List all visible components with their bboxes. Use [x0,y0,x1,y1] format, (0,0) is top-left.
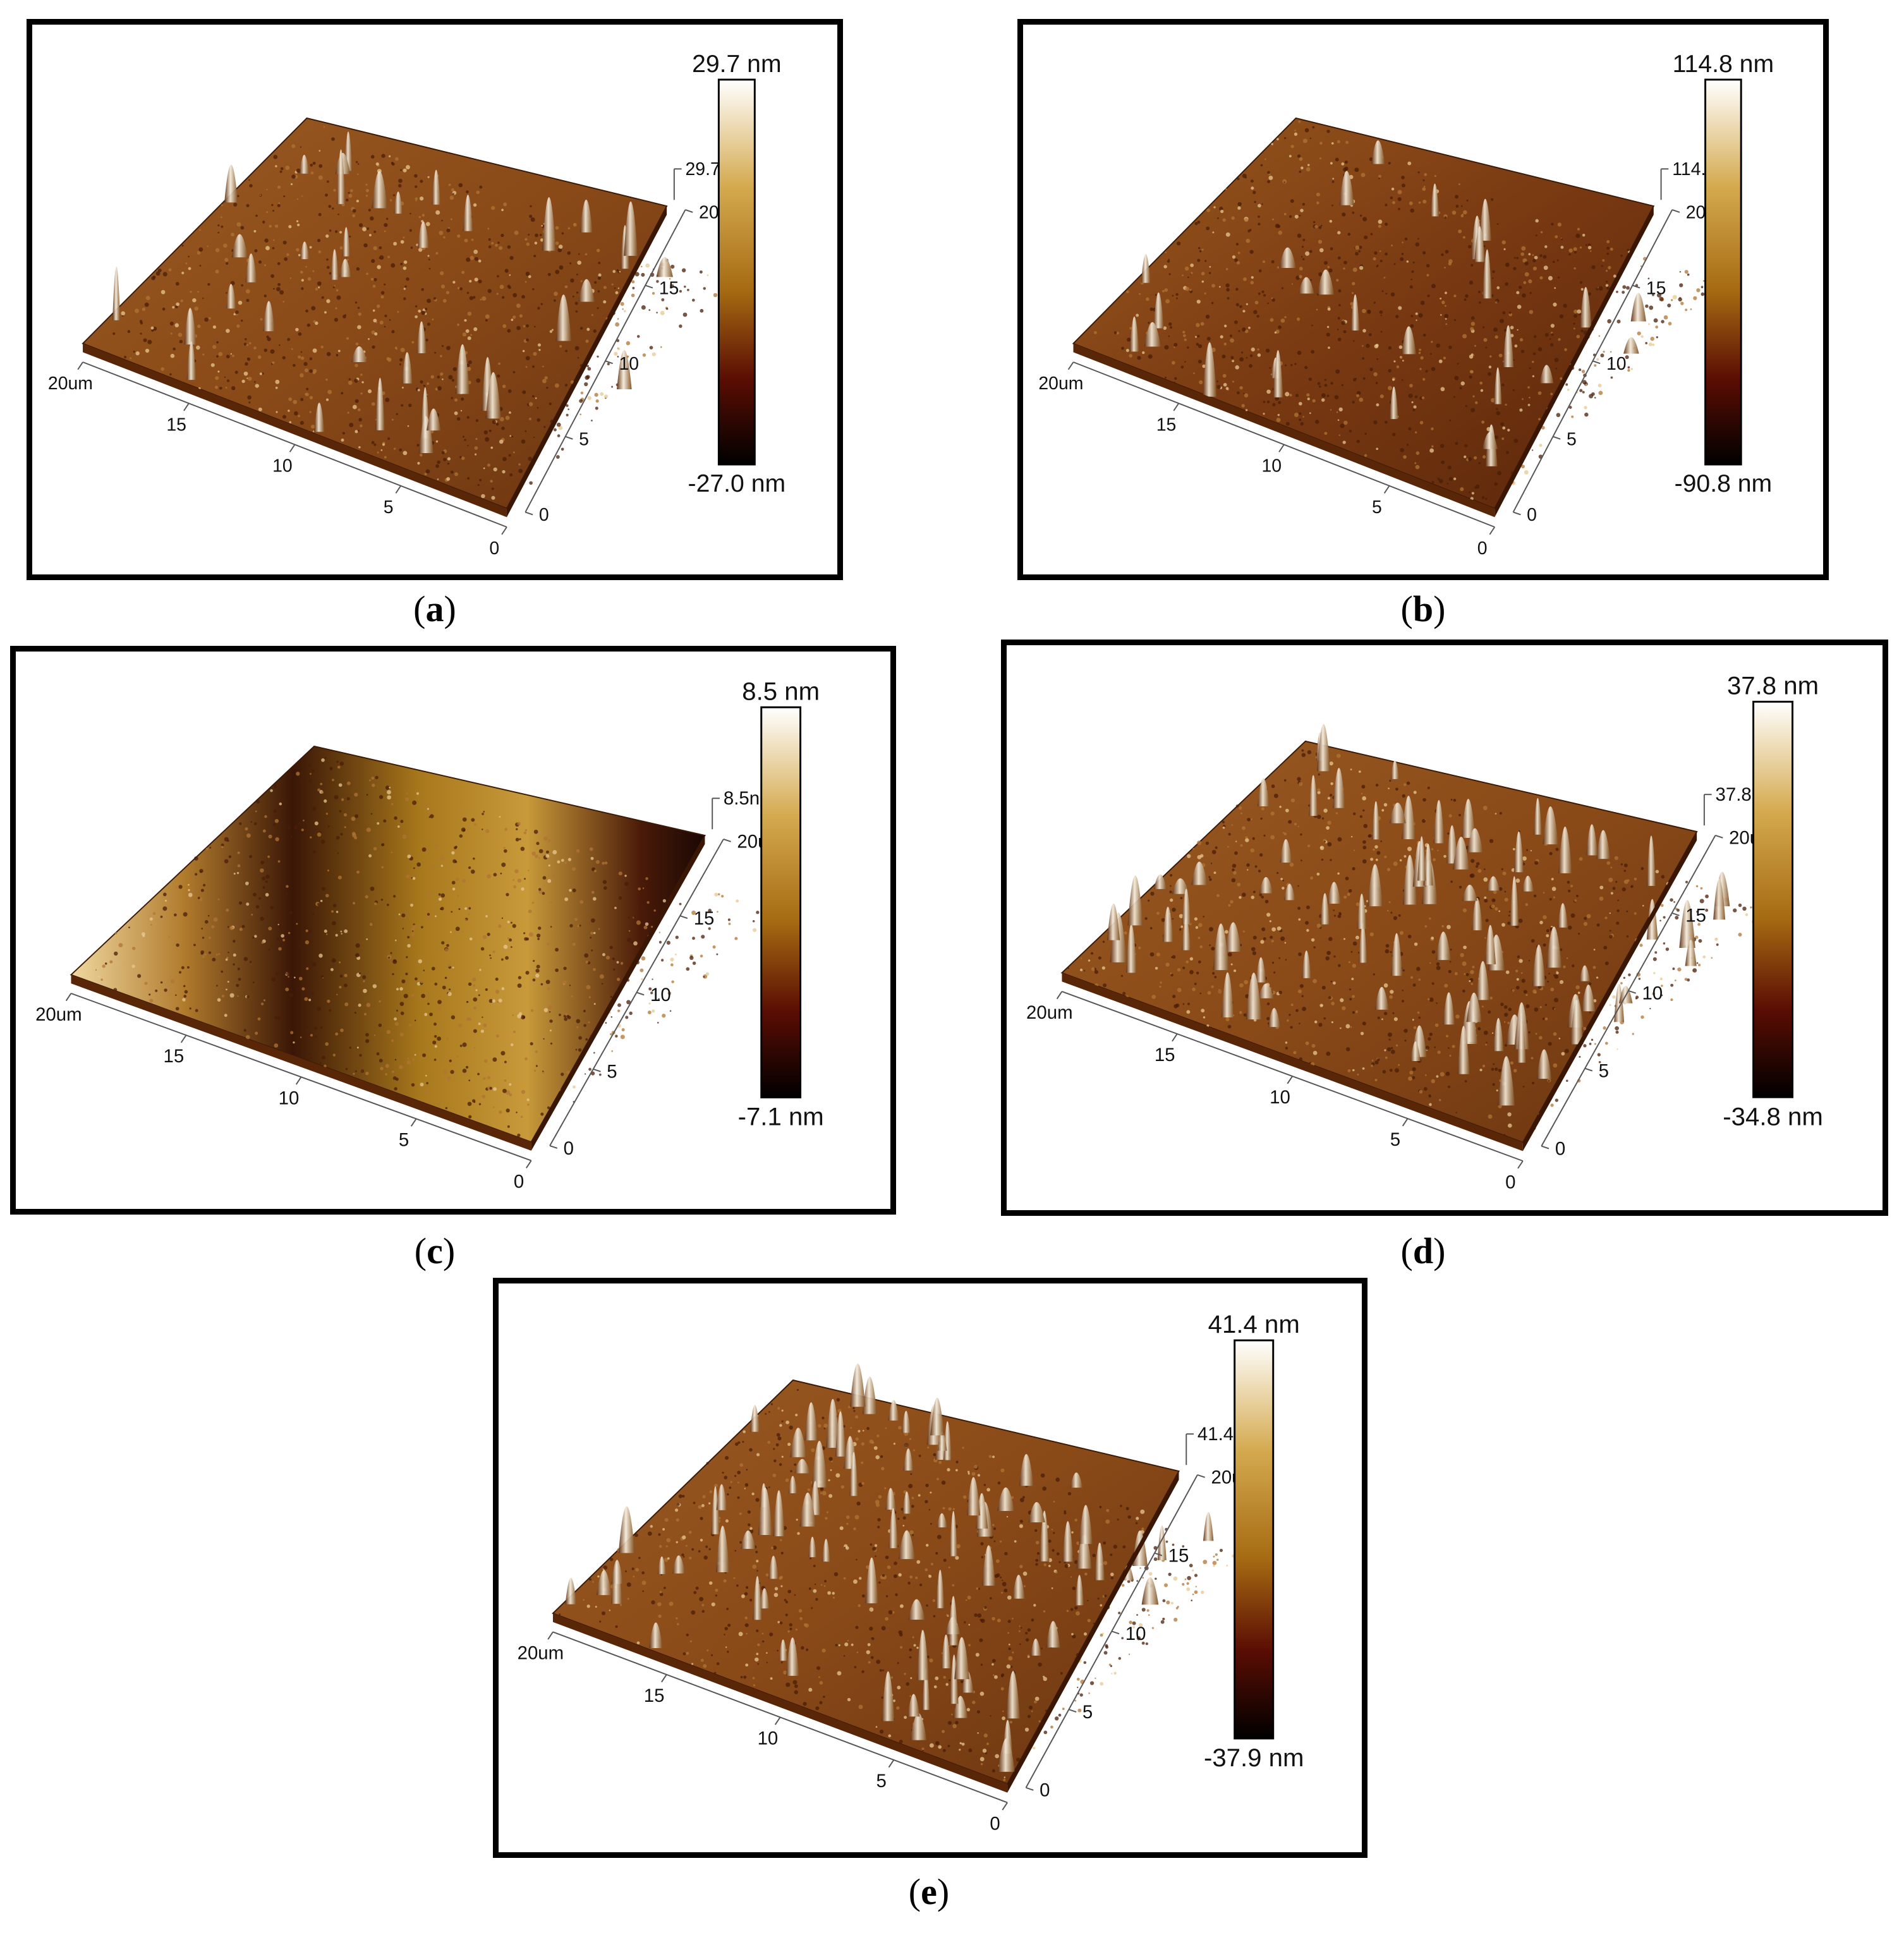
afm-panel-b: 20um15105005101520um114.8nm114.8 nm-90.8… [1017,19,1829,580]
x-axis-tick-label: 10 [272,456,293,476]
x-axis-tick-label: 10 [279,1088,300,1108]
colorbar [717,78,756,466]
x-axis-tick-label: 10 [1261,456,1282,476]
y-axis-tick-label: 5 [1567,430,1577,450]
x-axis-tick-label: 20um [1038,373,1083,394]
x-axis-tick-label: 20um [48,373,93,394]
y-axis-tick-label: 0 [539,505,549,525]
colorbar-max-label: 37.8 nm [1727,672,1819,700]
y-axis-tick-label: 15 [1685,906,1706,926]
x-axis-tick-label: 15 [1156,415,1177,435]
colorbar [1752,700,1793,1098]
y-axis-tick-label: 10 [1642,983,1663,1004]
x-axis-tick-label: 0 [1505,1172,1515,1192]
y-axis-tick-label: 0 [564,1138,574,1159]
caption-a: (a) [413,588,456,629]
afm-panel-c: 20um 15 10 5 0 0 5 10 15 20um 8.5nm 8.5 nm -7.1 nm [10,646,896,1215]
x-axis-tick-label: 5 [1390,1129,1400,1150]
surface-peaks [112,131,673,453]
x-axis-tick-label: 5 [1372,497,1382,518]
x-axis-tick-label: 10 [758,1728,779,1749]
colorbar-min-label: -27.0 nm [688,470,786,497]
x-axis-tick-label: 20um [518,1643,564,1664]
colorbar-min-label: -34.8 nm [1723,1102,1823,1131]
y-axis-tick-label: 10 [650,985,671,1005]
y-axis-tick-label: 5 [607,1061,617,1082]
x-axis-tick-label: 20um [1026,1002,1073,1023]
colorbar-max-label: 41.4 nm [1208,1310,1300,1338]
colorbar-max-label: 8.5 nm [742,677,820,705]
x-axis-tick-label: 10 [1270,1087,1290,1108]
afm-surface-b: 20um15105005101520um114.8nm114.8 nm-90.8… [1038,51,1774,559]
y-axis-tick-label: 10 [619,354,639,374]
afm-surface-plate [82,117,668,509]
caption-c: (c) [414,1230,456,1271]
caption-d: (d) [1400,1230,1446,1271]
colorbar-min-label: -37.9 nm [1204,1744,1304,1772]
caption-b: (b) [1400,588,1446,629]
y-axis-tick-label: 15 [659,278,679,298]
colorbar [760,706,802,1099]
x-axis-tick-label: 0 [990,1814,1000,1835]
y-axis-tick-label: 5 [579,430,589,450]
x-axis-tick-label: 0 [489,538,499,559]
afm-surface-plate [552,1379,1180,1785]
y-axis-tick-label: 0 [1555,1138,1565,1159]
caption-e: (e) [908,1871,950,1912]
x-axis-tick-label: 15 [1155,1045,1175,1065]
surface-texture [1093,120,1708,500]
x-axis-tick-label: 0 [1477,538,1488,559]
surface-peaks [1107,724,1730,1106]
colorbar-min-label: -7.1 nm [738,1103,824,1131]
y-axis-tick-label: 10 [1606,354,1627,374]
y-axis-tick-label: 0 [1040,1780,1050,1801]
x-axis-tick-label: 15 [164,1046,185,1067]
x-axis-tick-label: 0 [514,1172,524,1192]
colorbar-max-label: 114.8 nm [1673,51,1774,78]
afm-surface-plate [70,745,706,1143]
colorbar [1704,78,1742,466]
afm-surface-plate [1060,740,1698,1143]
afm-panel-d: 20um 15 10 5 0 0 5 10 15 20um 37.8nm 37.8 nm -34.8 n… [1001,640,1888,1216]
y-axis-tick-label: 15 [1168,1545,1189,1566]
x-axis-tick-label: 5 [399,1130,409,1151]
x-axis-tick-label: 15 [166,415,186,435]
y-axis-tick-label: 5 [1082,1702,1093,1723]
y-axis-tick-label: 0 [1527,505,1537,525]
colorbar-min-label: -90.8 nm [1675,470,1773,497]
y-axis-tick-label: 5 [1599,1060,1609,1081]
colorbar-max-label: 29.7 nm [692,51,782,78]
surface-texture [95,756,760,1137]
x-axis-tick-label: 5 [384,497,394,518]
surface-peaks [1129,140,1646,466]
y-axis-tick-label: 15 [1646,278,1666,298]
x-axis-tick-label: 5 [876,1771,887,1792]
y-axis-tick-label: 10 [1125,1623,1146,1644]
x-axis-tick-label: 20um [35,1004,82,1025]
x-axis-tick-label: 15 [644,1685,665,1706]
y-axis-tick-label: 15 [694,908,715,929]
colorbar [1234,1339,1275,1740]
